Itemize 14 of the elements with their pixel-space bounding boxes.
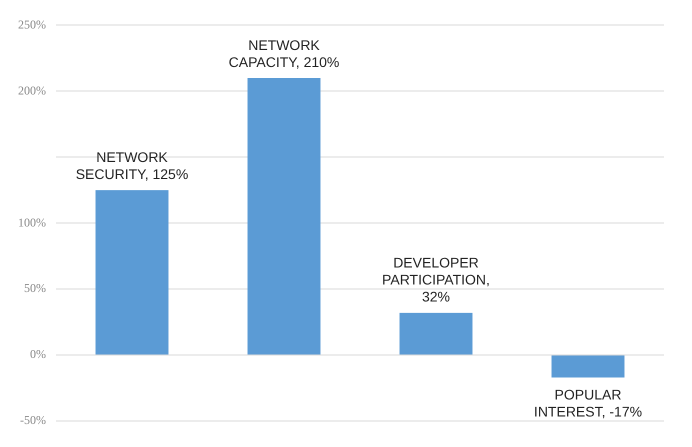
data-label: NETWORK SECURITY, 125% [76, 148, 188, 182]
y-tick-label: 50% [24, 281, 46, 296]
y-tick-label: 200% [18, 83, 46, 98]
bar [248, 78, 320, 355]
bar [552, 356, 624, 378]
data-label: DEVELOPER PARTICIPATION, 32% [382, 254, 490, 305]
data-label: NETWORK CAPACITY, 210% [228, 36, 340, 70]
bar [96, 190, 168, 355]
y-tick-label: 100% [18, 215, 46, 230]
y-tick-label: 250% [18, 17, 46, 32]
y-tick-label: 0% [30, 347, 46, 362]
y-tick-label: -50% [20, 413, 46, 428]
bar [400, 312, 472, 355]
data-label: POPULAR INTEREST, -17% [534, 386, 642, 420]
